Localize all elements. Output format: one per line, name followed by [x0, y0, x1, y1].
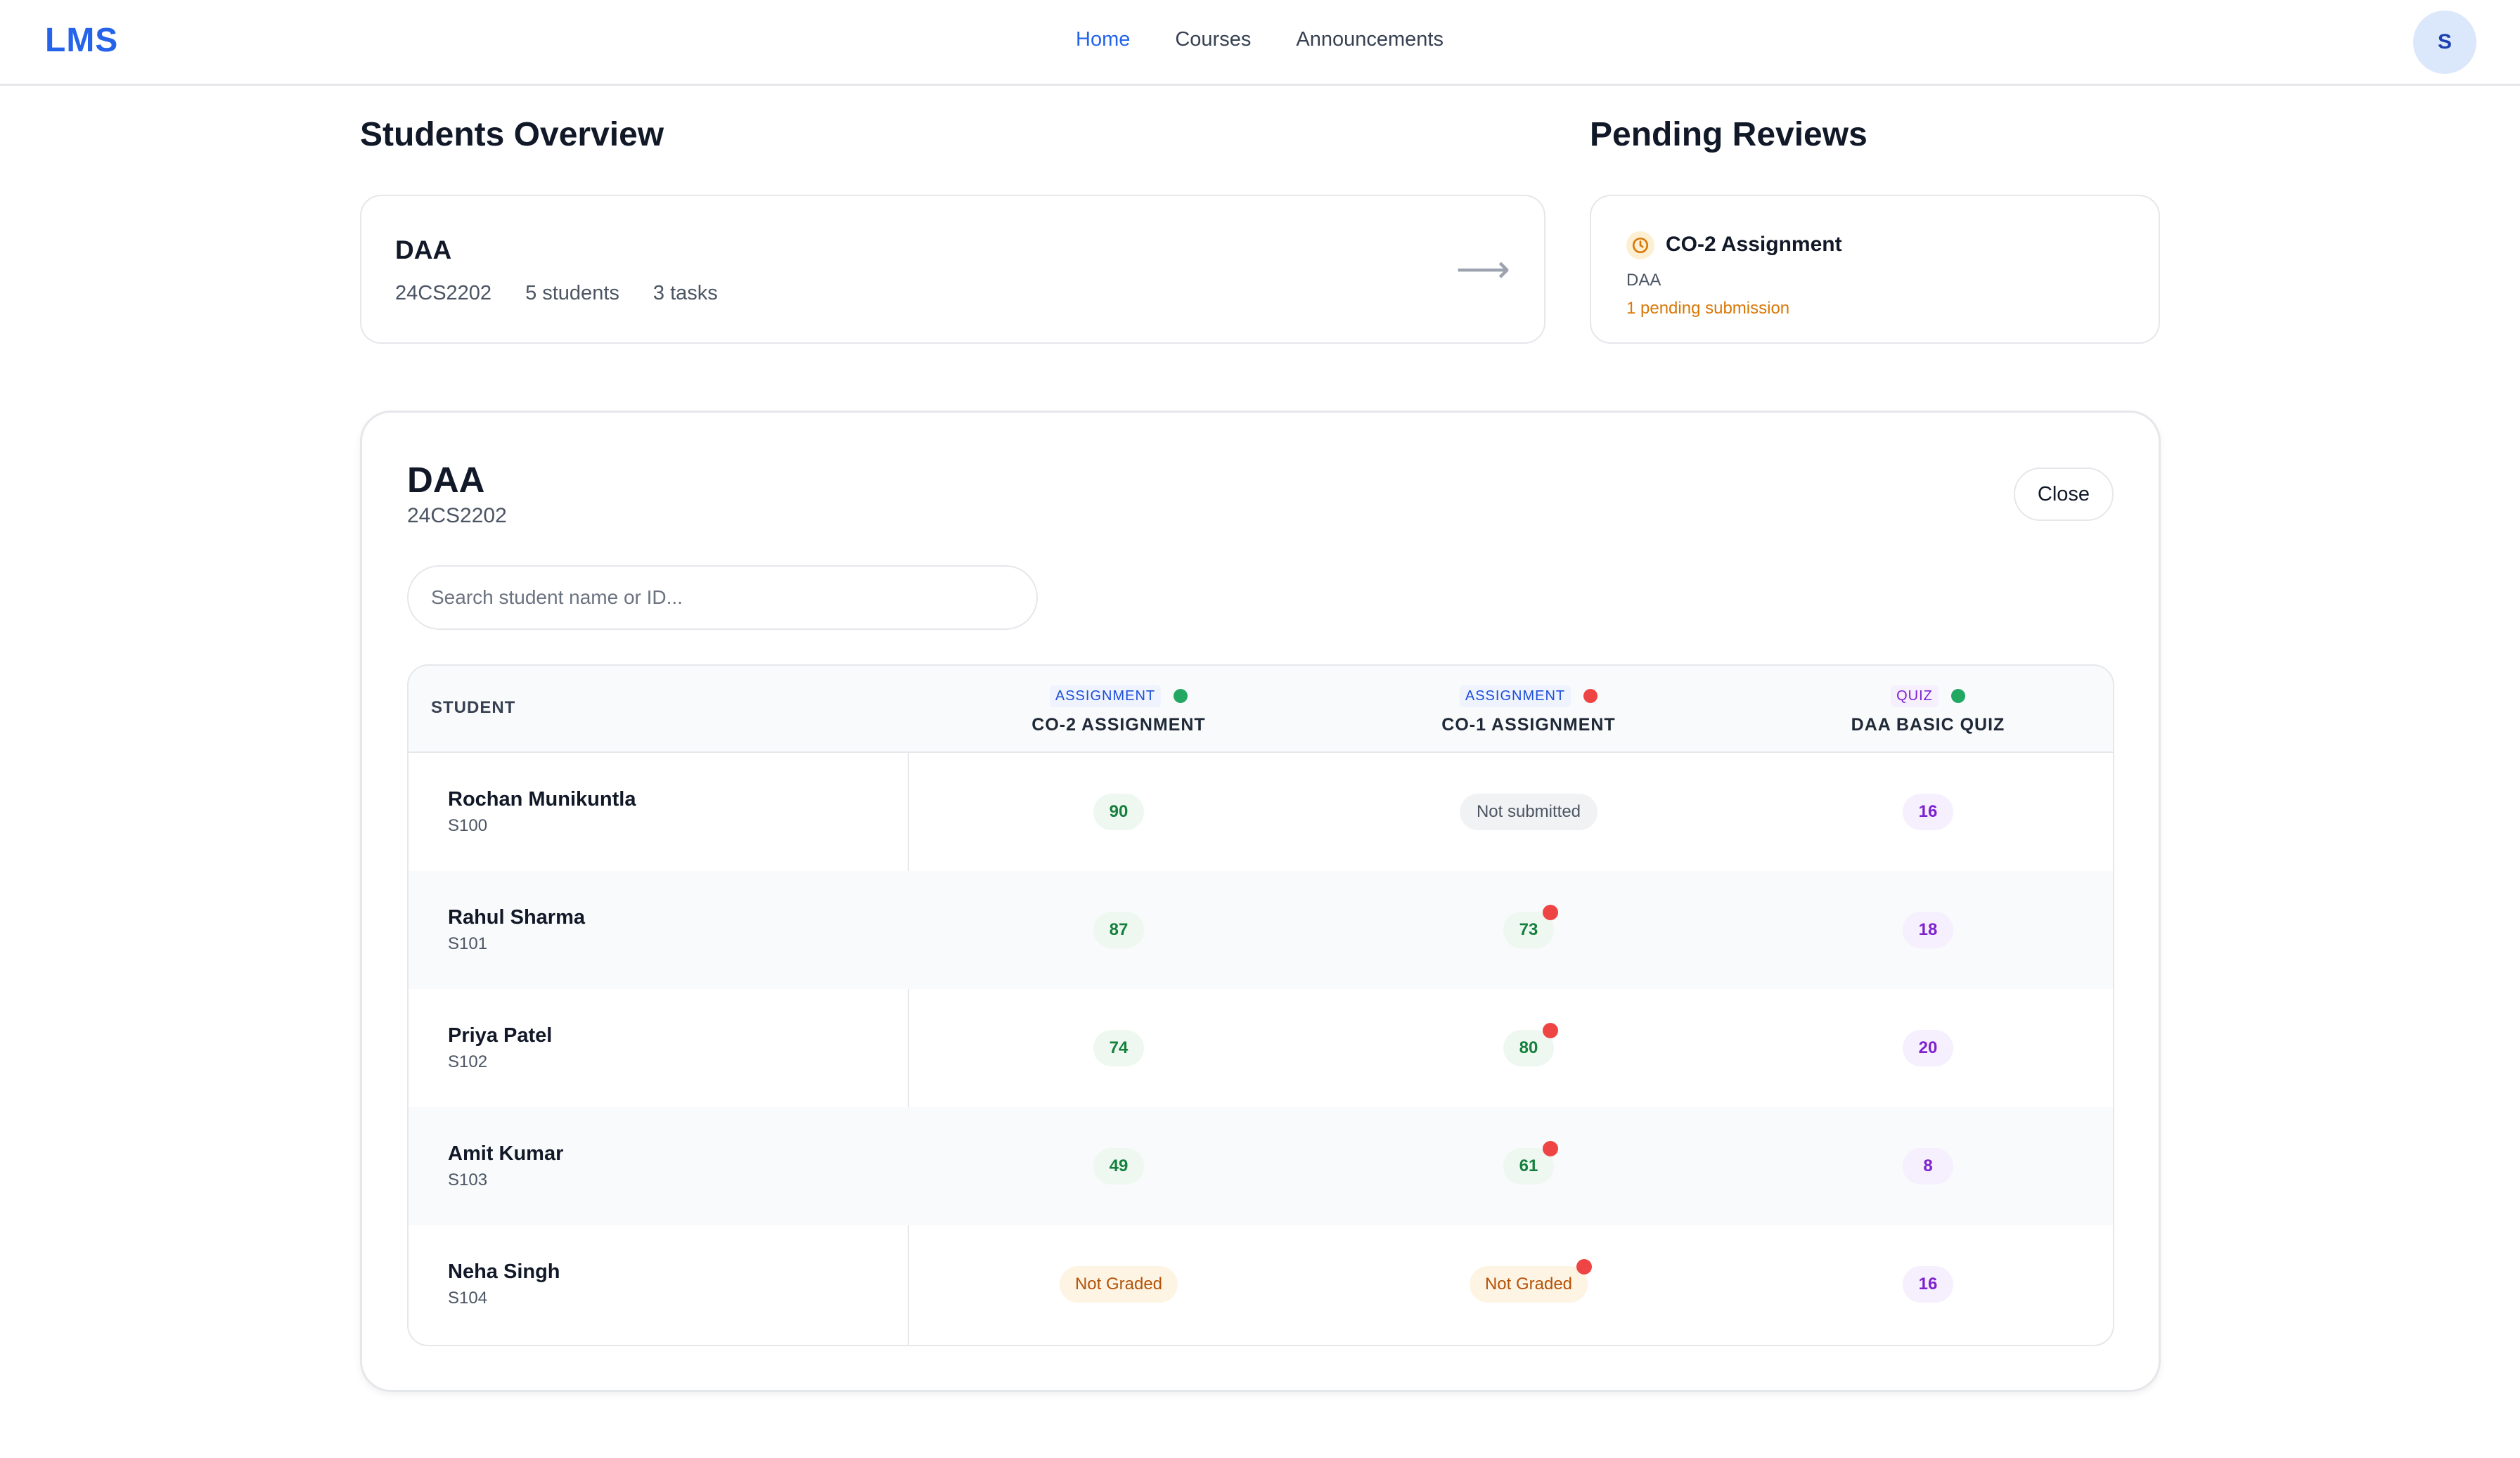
grade-cell[interactable]: 18 — [1903, 912, 1953, 948]
review-item-course: DAA — [1626, 271, 1661, 290]
grade-value: 80 — [1519, 1038, 1538, 1057]
student-name: Priya Patel — [448, 1024, 553, 1047]
table-row[interactable]: Rochan Munikuntla S100 90 Not submitted … — [409, 753, 2113, 871]
student-name: Neha Singh — [448, 1260, 560, 1283]
grade-cell[interactable]: 16 — [1903, 794, 1953, 830]
nav-home[interactable]: Home — [1076, 28, 1131, 51]
course-detail-panel: DAA 24CS2202 Close STUDENT ASSIGNMENT CO… — [360, 411, 2161, 1392]
grade-cell[interactable]: 74 — [1093, 1030, 1144, 1066]
student-search-input[interactable] — [407, 565, 1038, 630]
nav-announcements[interactable]: Announcements — [1296, 28, 1444, 51]
student-id: S104 — [448, 1289, 488, 1308]
status-dot-icon — [1583, 689, 1598, 703]
grade-cell[interactable]: 61 — [1503, 1141, 1558, 1185]
late-indicator-icon — [1543, 1141, 1558, 1156]
header-co1-assignment[interactable]: ASSIGNMENT CO-1 ASSIGNMENT — [1332, 684, 1725, 735]
task-type-tag: ASSIGNMENT — [1459, 685, 1571, 707]
grade-cell[interactable]: 90 — [1093, 794, 1144, 830]
main-nav: Home Courses Announcements — [1076, 28, 1444, 51]
grade-cell[interactable]: 80 — [1503, 1023, 1558, 1066]
grade-value: 61 — [1519, 1156, 1538, 1175]
student-name: Rochan Munikuntla — [448, 788, 636, 811]
grade-cell[interactable]: 73 — [1503, 905, 1558, 948]
task-name: DAA BASIC QUIZ — [1851, 715, 2005, 735]
task-type-tag: ASSIGNMENT — [1049, 685, 1162, 707]
header-co2-assignment[interactable]: ASSIGNMENT CO-2 ASSIGNMENT — [922, 684, 1316, 735]
header-daa-basic-quiz[interactable]: QUIZ DAA BASIC QUIZ — [1731, 684, 2113, 735]
app-logo[interactable]: LMS — [45, 22, 119, 59]
pending-reviews-title: Pending Reviews — [1590, 116, 1868, 153]
grade-cell[interactable]: Not Graded — [1469, 1259, 1593, 1303]
table-row[interactable]: Rahul Sharma S101 87 73 18 — [409, 871, 2113, 989]
review-item-title: CO-2 Assignment — [1666, 233, 1842, 256]
late-indicator-icon — [1576, 1259, 1593, 1275]
task-type-tag: QUIZ — [1891, 685, 1939, 707]
status-dot-icon — [1174, 689, 1188, 703]
grade-cell[interactable]: 16 — [1903, 1266, 1953, 1303]
task-name: CO-1 ASSIGNMENT — [1441, 715, 1616, 735]
panel-course-code: 24CS2202 — [407, 504, 507, 527]
panel-course-title: DAA — [407, 460, 485, 500]
table-row[interactable]: Amit Kumar S103 49 61 8 — [409, 1107, 2113, 1225]
grades-table: STUDENT ASSIGNMENT CO-2 ASSIGNMENT ASSIG… — [407, 664, 2114, 1346]
grade-cell[interactable]: 49 — [1093, 1148, 1144, 1185]
pending-review-card[interactable]: CO-2 Assignment DAA 1 pending submission — [1590, 195, 2160, 344]
close-button[interactable]: Close — [2014, 467, 2114, 521]
header-student: STUDENT — [431, 698, 516, 717]
student-id: S100 — [448, 816, 488, 835]
course-tasks-count: 3 tasks — [652, 282, 718, 304]
student-name: Amit Kumar — [448, 1142, 564, 1165]
students-overview-title: Students Overview — [360, 116, 664, 153]
table-row[interactable]: Neha Singh S104 Not Graded Not Graded 16 — [409, 1225, 2113, 1343]
course-meta: 24CS2202 5 students 3 tasks — [395, 282, 718, 305]
student-id: S101 — [448, 934, 488, 953]
status-dot-icon — [1950, 689, 1965, 703]
table-row[interactable]: Priya Patel S102 74 80 20 — [409, 989, 2113, 1107]
course-code: 24CS2202 — [395, 282, 492, 304]
top-nav-bar: LMS Home Courses Announcements S — [0, 0, 2520, 86]
course-card-daa[interactable]: DAA 24CS2202 5 students 3 tasks ⟶ — [360, 195, 1545, 344]
late-indicator-icon — [1543, 905, 1558, 920]
course-name: DAA — [395, 236, 452, 264]
table-header: STUDENT ASSIGNMENT CO-2 ASSIGNMENT ASSIG… — [409, 666, 2113, 753]
grade-cell[interactable]: Not Graded — [1059, 1266, 1178, 1303]
grade-value: 73 — [1519, 920, 1538, 939]
grade-cell[interactable]: 20 — [1903, 1030, 1953, 1066]
grade-cell[interactable]: 8 — [1903, 1148, 1953, 1185]
grade-cell[interactable]: 87 — [1093, 912, 1144, 948]
arrow-right-icon[interactable]: ⟶ — [1455, 248, 1510, 290]
nav-courses[interactable]: Courses — [1175, 28, 1252, 51]
student-id: S102 — [448, 1052, 488, 1071]
user-avatar[interactable]: S — [2413, 11, 2476, 74]
task-name: CO-2 ASSIGNMENT — [1031, 715, 1206, 735]
column-divider — [908, 666, 909, 1345]
review-pending-count: 1 pending submission — [1626, 299, 1790, 318]
student-name: Rahul Sharma — [448, 906, 585, 929]
grade-value: Not Graded — [1484, 1275, 1573, 1294]
late-indicator-icon — [1543, 1023, 1558, 1038]
student-id: S103 — [448, 1170, 488, 1189]
clock-icon — [1626, 231, 1654, 259]
grade-cell[interactable]: Not submitted — [1459, 794, 1598, 830]
course-students-count: 5 students — [525, 282, 619, 304]
